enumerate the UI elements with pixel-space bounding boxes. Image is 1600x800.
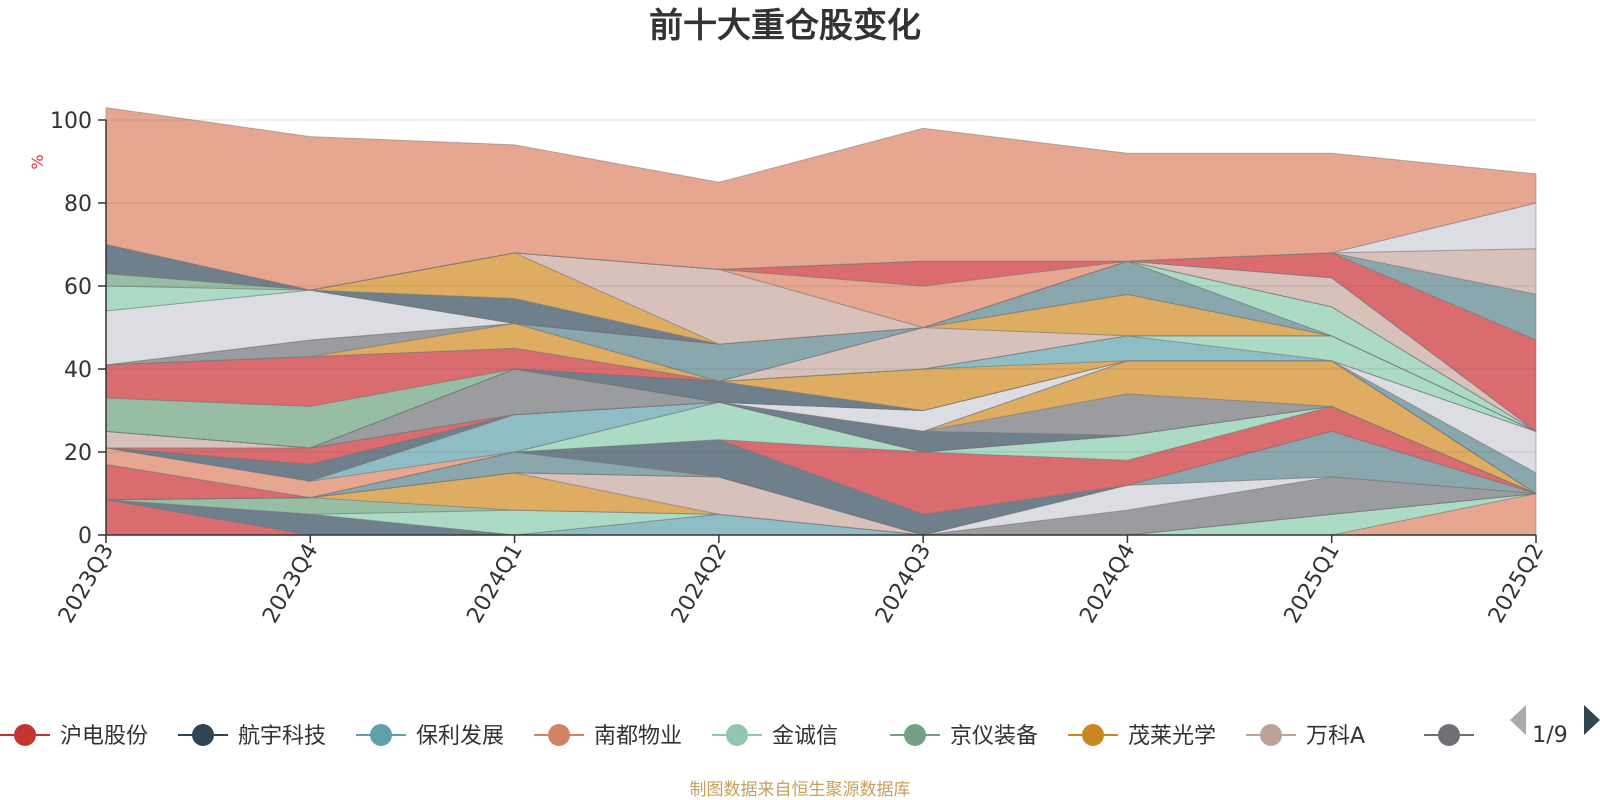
legend-item[interactable]: 茂莱光学 [1068, 724, 1216, 749]
legend-item[interactable]: 紫金矿 [1424, 724, 1550, 749]
legend-marker-icon [1082, 724, 1104, 746]
x-tick-label: 2025Q2 [1484, 540, 1549, 628]
x-tick-label: 2024Q3 [871, 540, 936, 628]
legend-label: 保利发展 [416, 724, 504, 749]
y-axis-unit: % [28, 154, 47, 169]
legend-label: 航宇科技 [238, 724, 326, 749]
area-series-47[interactable] [105, 107, 1537, 291]
legend-label: 万科A [1306, 724, 1365, 749]
y-tick-label: 40 [64, 358, 92, 383]
legend-item[interactable]: 保利发展 [356, 724, 504, 749]
legend-item[interactable]: 沪电股份 [0, 724, 148, 749]
x-tick-label: 2024Q4 [1075, 540, 1140, 628]
legend-label: 沪电股份 [60, 724, 148, 749]
x-tick-label: 2024Q2 [667, 540, 732, 628]
legend[interactable]: 沪电股份 航宇科技 保利发展 南都物业 金诚信 京仪装备 茂莱光学 万科A 紫金矿 [0, 724, 1550, 749]
x-tick-label: 2025Q1 [1280, 540, 1345, 628]
y-tick-label: 80 [64, 192, 92, 217]
legend-marker-icon [726, 724, 748, 746]
legend-label: 京仪装备 [950, 724, 1038, 749]
legend-marker-icon [548, 724, 570, 746]
legend-item[interactable]: 南都物业 [534, 724, 682, 749]
legend-marker-icon [370, 724, 392, 746]
legend-label: 茂莱光学 [1128, 724, 1216, 749]
y-tick-label: 100 [50, 109, 92, 134]
legend-marker-icon [1438, 724, 1460, 746]
legend-label: 金诚信 [772, 724, 838, 749]
chart-title: 前十大重仓股变化 [649, 6, 921, 46]
x-tick-label: 2023Q3 [54, 540, 119, 628]
legend-label: 南都物业 [594, 724, 682, 749]
data-source-note: 制图数据来自恒生聚源数据库 [690, 780, 911, 800]
legend-page-indicator: 1/9 [1532, 723, 1567, 748]
x-tick-label: 2024Q1 [462, 540, 527, 628]
y-tick-label: 0 [78, 524, 92, 549]
y-tick-label: 60 [64, 275, 92, 300]
legend-prev-icon[interactable] [1510, 705, 1526, 735]
legend-item[interactable]: 万科A [1246, 724, 1365, 749]
y-tick-label: 20 [64, 441, 92, 466]
legend-next-icon[interactable] [1584, 705, 1600, 735]
legend-item[interactable]: 航宇科技 [178, 724, 326, 749]
legend-marker-icon [1260, 724, 1282, 746]
legend-marker-icon [14, 724, 36, 746]
legend-item[interactable]: 京仪装备 [890, 724, 1038, 749]
legend-items: 沪电股份 航宇科技 保利发展 南都物业 金诚信 京仪装备 茂莱光学 万科A 紫金矿 [0, 724, 1550, 749]
legend-pager[interactable]: 1/9 [1510, 705, 1600, 748]
x-tick-label: 2023Q4 [258, 540, 323, 628]
legend-marker-icon [192, 724, 214, 746]
legend-item[interactable]: 金诚信 [712, 724, 838, 749]
plot-area [105, 107, 1537, 536]
legend-marker-icon [904, 724, 926, 746]
